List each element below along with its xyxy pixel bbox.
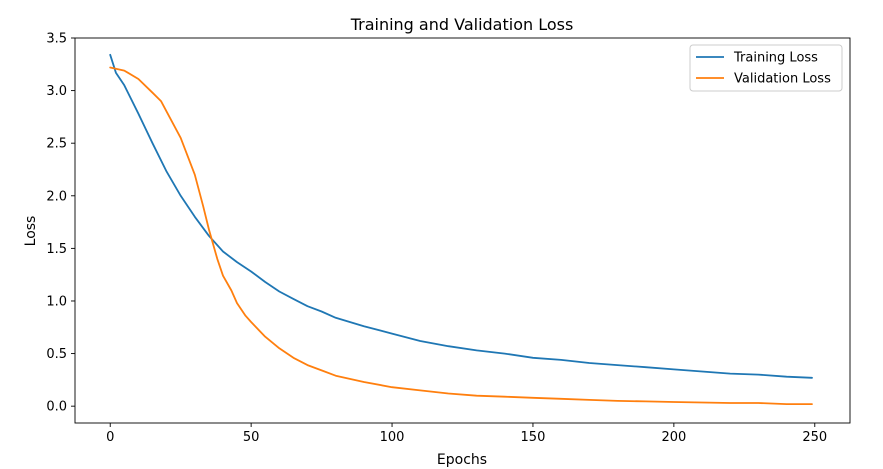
series-line-validation (109, 66, 813, 406)
y-tick-label: 1.0 (46, 294, 67, 309)
x-tick-label: 250 (802, 430, 827, 445)
x-tick-label: 0 (106, 430, 114, 445)
x-tick-label: 150 (521, 430, 546, 445)
x-tick-label: 200 (661, 430, 686, 445)
y-tick-label: 0.5 (46, 347, 67, 362)
legend: Training Loss Validation Loss (689, 44, 843, 92)
y-tick-label: 2.0 (46, 189, 67, 204)
y-tick-label: 1.5 (46, 242, 67, 257)
y-tick-label: 0.0 (46, 400, 67, 415)
series-layer (109, 53, 813, 406)
chart-title: Training and Validation Loss (350, 15, 574, 34)
x-axis-label: Epochs (437, 452, 487, 468)
ticks-layer: 0 50 100 150 200 250 0.0 0.5 1.0 1.5 2.0 2.5 3.0 3.5 (46, 32, 827, 446)
y-axis-label: Loss (23, 216, 39, 247)
series-line-training (109, 53, 813, 379)
y-tick-label: 3.0 (46, 84, 67, 99)
plot-area (74, 37, 851, 424)
legend-box (689, 44, 843, 92)
legend-label: Training Loss (733, 51, 818, 66)
x-tick-label: 100 (380, 430, 405, 445)
legend-label: Validation Loss (734, 72, 831, 87)
x-tick-label: 50 (243, 430, 260, 445)
y-tick-label: 2.5 (46, 137, 67, 152)
y-tick-label: 3.5 (46, 32, 67, 47)
